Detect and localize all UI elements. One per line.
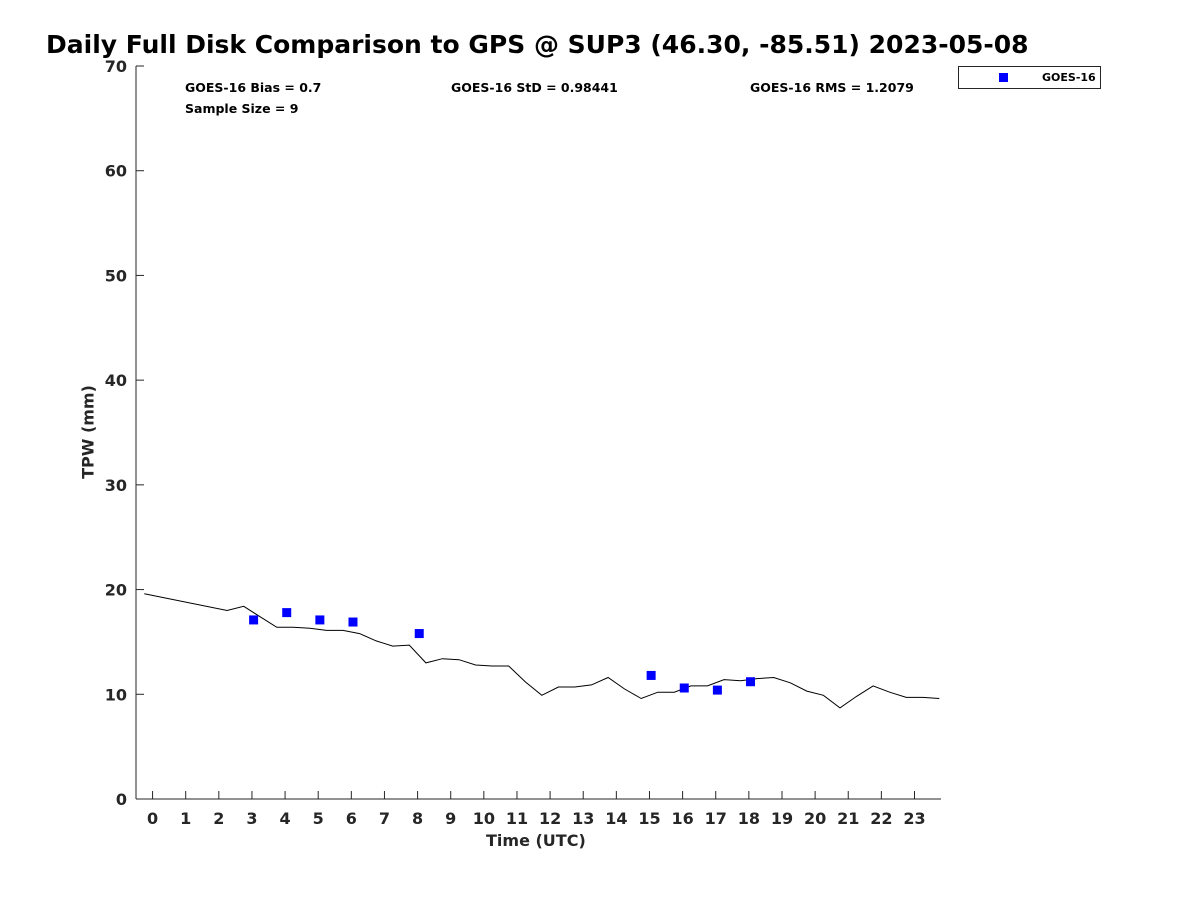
x-tick-label: 21: [837, 809, 859, 828]
goes16-point: [249, 615, 259, 625]
x-tick-label: 12: [539, 809, 561, 828]
y-axis-label: TPW (mm): [78, 385, 98, 479]
x-tick-label: 11: [506, 809, 528, 828]
y-tick-label: 30: [105, 476, 127, 495]
legend: GOES-16: [958, 66, 1101, 89]
x-tick-label: 6: [346, 809, 357, 828]
bias-stat: GOES-16 Bias = 0.7: [185, 80, 322, 95]
sample-size-stat: Sample Size = 9: [185, 101, 299, 116]
y-tick-label: 60: [105, 162, 127, 181]
x-tick-label: 23: [903, 809, 925, 828]
y-tick-label: 70: [105, 57, 127, 76]
x-tick-label: 14: [605, 809, 627, 828]
rms-stat: GOES-16 RMS = 1.2079: [750, 80, 914, 95]
legend-marker-square-icon: [999, 73, 1008, 82]
y-tick-label: 40: [105, 371, 127, 390]
axes: [135, 66, 941, 800]
goes16-point: [348, 617, 358, 627]
x-tick-label: 1: [180, 809, 191, 828]
goes16-point: [746, 677, 756, 687]
x-tick-label: 7: [379, 809, 390, 828]
goes16-point: [679, 683, 689, 693]
y-tick-label: 10: [105, 685, 127, 704]
gps-tpw-line: [144, 593, 940, 709]
x-tick-label: 10: [473, 809, 495, 828]
x-tick-label: 22: [870, 809, 892, 828]
y-tick-label: 50: [105, 266, 127, 285]
x-tick-label: 2: [213, 809, 224, 828]
x-tick-label: 0: [147, 809, 158, 828]
x-tick-label: 9: [445, 809, 456, 828]
x-tick-label: 8: [412, 809, 423, 828]
goes16-point: [282, 608, 292, 618]
x-tick-label: 15: [638, 809, 660, 828]
goes16-point: [646, 670, 656, 680]
x-tick-label: 4: [280, 809, 291, 828]
legend-label: GOES-16: [1042, 71, 1096, 84]
y-tick-label: 0: [116, 790, 127, 809]
x-tick-label: 13: [572, 809, 594, 828]
x-tick-label: 5: [313, 809, 324, 828]
goes16-point: [414, 629, 424, 639]
x-tick-label: 20: [804, 809, 826, 828]
goes16-points: [249, 608, 756, 695]
ticks: 0 1 2 3 4 5 6 7 8 9 10 11 12 13 14 15 16 17 18 19 20 21 22 2301…: [105, 57, 926, 828]
x-tick-label: 17: [705, 809, 727, 828]
y-tick-label: 20: [105, 581, 127, 600]
x-tick-label: 18: [738, 809, 760, 828]
x-axis-label: Time (UTC): [486, 831, 586, 850]
x-tick-label: 16: [671, 809, 693, 828]
std-stat: GOES-16 StD = 0.98441: [451, 80, 618, 95]
goes16-point: [712, 685, 722, 695]
x-tick-label: 19: [771, 809, 793, 828]
goes16-point: [315, 615, 325, 625]
x-tick-label: 3: [246, 809, 257, 828]
chart-title: Daily Full Disk Comparison to GPS @ SUP3…: [46, 30, 1029, 59]
